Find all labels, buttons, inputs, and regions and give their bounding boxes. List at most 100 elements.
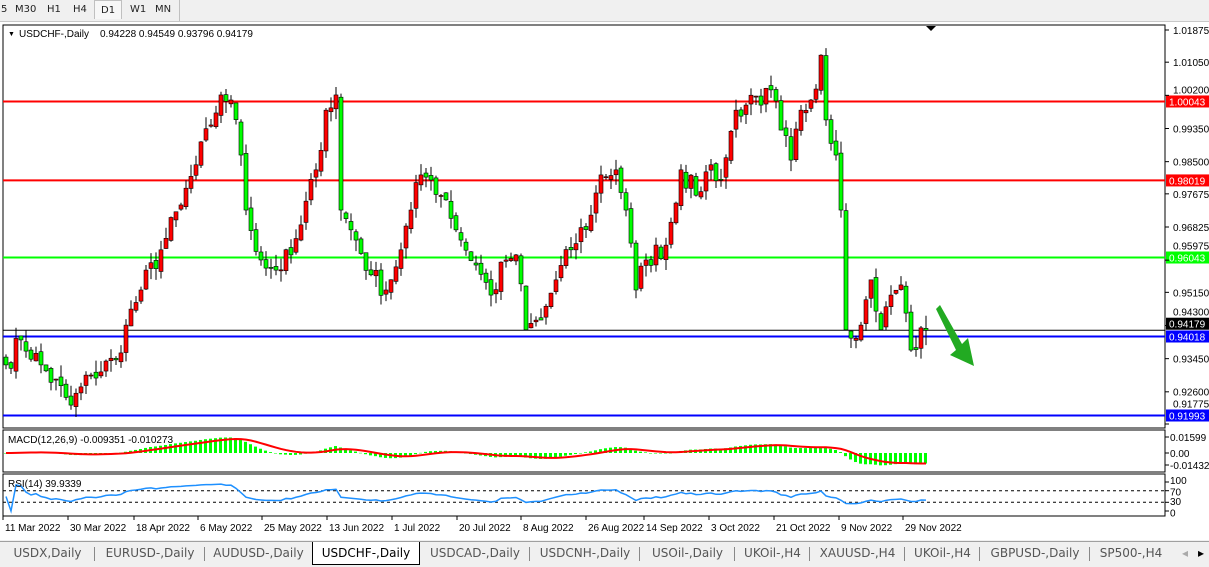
candle [158,240,164,279]
candle [743,102,749,124]
macd-histogram-bar [814,447,817,453]
candle [823,48,829,126]
candle [38,343,44,374]
candle-body [38,351,44,366]
rsi-tick-label: 70 [1170,488,1182,499]
candle [198,141,204,168]
tab-separator [979,547,980,561]
price-chart[interactable]: 1.00043 0.98019 0.96043 0.94018 0.91993 0.941… [0,22,1209,540]
candle-body [23,341,29,352]
tab-scroll-left-icon[interactable]: ◂ [1181,546,1189,560]
rsi-pane-frame [2,473,1166,517]
candle-body [813,88,819,100]
collapse-triangle-icon[interactable]: ▼ [8,31,15,38]
macd-histogram-bar [514,453,517,457]
candle [898,276,904,291]
macd-histogram-bar [724,448,727,453]
chart-window[interactable]: 1.00043 0.98019 0.96043 0.94018 0.91993 0.941… [0,22,1209,540]
candle [323,107,329,158]
tab-scroll-right-icon[interactable]: ▸ [1197,546,1205,560]
macd-histogram-bar [904,453,907,464]
price-tick-label: 0.92600 [1173,387,1209,398]
candle [478,254,484,281]
candle-body [278,269,284,272]
tab-sp500-h4[interactable]: SP500-,H4 [1099,546,1163,560]
candle-body [138,289,144,302]
tab-audusd-daily[interactable]: AUDUSD-,Daily [213,546,304,560]
macd-histogram-bar [914,453,917,465]
tab-usoil-daily[interactable]: USOil-,Daily [651,546,724,560]
tab-gbpusd-daily[interactable]: GBPUSD-,Daily [990,546,1080,560]
candle-body [318,150,324,172]
candle [223,88,229,113]
rsi-tick-label: 30 [1170,497,1182,508]
tab-usdchf-daily[interactable]: USDCHF-,Daily [312,542,420,565]
candle [383,281,389,302]
tab-eurusd-daily[interactable]: EURUSD-,Daily [105,546,195,560]
candle-body [918,327,924,349]
timeframe-mn[interactable]: MN [155,4,172,15]
tab-usdcnh-daily[interactable]: USDCNH-,Daily [539,546,631,560]
macd-histogram-bar [279,453,282,455]
candle [28,346,34,362]
macd-histogram-bar [594,450,597,453]
tab-ukoil-h4[interactable]: UKOil-,H4 [914,546,971,560]
macd-histogram-bar [429,451,432,453]
macd-histogram-bar [369,453,372,456]
candle-body [218,94,224,116]
date-tick-label: 9 Nov 2022 [841,523,893,534]
timeframe-h1[interactable]: H1 [47,4,61,15]
shift-marker-icon[interactable] [926,26,936,31]
candle [403,223,409,259]
candle [128,300,134,327]
macd-histogram-bar [624,447,627,453]
macd-histogram-bar [589,451,592,453]
candle [583,223,589,238]
candle [908,304,914,352]
timeframe-h4[interactable]: H4 [73,4,87,15]
candle-body [713,163,719,182]
tab-usdx-daily[interactable]: USDX,Daily [13,546,82,560]
candle-body [493,289,499,295]
candle [113,356,119,366]
timeframe-m30[interactable]: M30 [15,4,37,15]
macd-histogram-bar [804,448,807,453]
date-tick-label: 8 Aug 2022 [523,523,574,534]
timeframe-m5[interactable]: 5 [1,4,8,15]
candle-body [63,383,69,398]
candle-body [238,121,244,156]
tab-xauusd-h4[interactable]: XAUUSD-,H4 [819,546,896,560]
candle-body [793,128,799,160]
macd-histogram-bar [659,453,662,454]
date-tick-label: 6 May 2022 [200,523,253,534]
timeframe-d1[interactable]: D1 [94,0,123,19]
candle [768,75,774,98]
candle [593,185,599,223]
candle [398,242,404,276]
candle-body [623,192,629,211]
candle-body [688,174,694,189]
candle-body [898,284,904,290]
candle-body [473,262,479,266]
date-tick-label: 26 Aug 2022 [588,523,645,534]
candle [473,255,479,271]
macd-histogram-bar [664,453,667,454]
candle [188,164,194,194]
candle [208,119,214,128]
candle [408,201,414,234]
tab-usdcad-daily[interactable]: USDCAD-,Daily [430,546,520,560]
macd-histogram-bar [824,447,827,453]
macd-histogram-bar [809,448,812,453]
macd-histogram-bar [434,450,437,453]
candle-body [683,171,689,189]
macd-histogram-bar [574,453,577,455]
timeframe-w1[interactable]: W1 [130,4,147,15]
candle-body [853,338,859,341]
candle-body [583,226,589,230]
macd-histogram-bar [899,453,902,464]
tab-ukoil-h4[interactable]: UKOil-,H4 [744,546,801,560]
candle [218,91,224,123]
candle [268,258,274,279]
macd-histogram-bar [254,446,257,453]
candle [733,99,739,138]
